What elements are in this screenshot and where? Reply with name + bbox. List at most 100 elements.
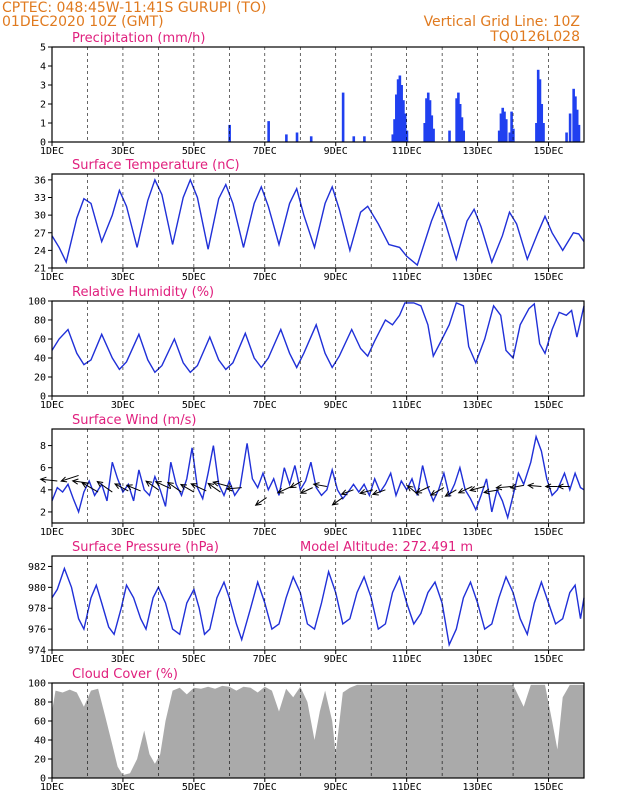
pressure-xtick-label: 13DEC — [463, 654, 493, 665]
rh-xtick-label: 7DEC — [253, 400, 277, 411]
wind-arrow-head — [207, 482, 215, 489]
precip-bar-4 — [309, 136, 313, 142]
precip-bar-7 — [363, 136, 366, 142]
precip-bar-39 — [538, 79, 542, 142]
wind-xtick-label: 13DEC — [463, 527, 493, 538]
wind-xtick-label: 1DEC — [40, 527, 64, 538]
wind-arrow-7 — [145, 480, 159, 491]
precip-xtick-label: 3DEC — [111, 146, 135, 157]
rh-ytick-label: 40 — [34, 354, 46, 365]
wind-xtick-label: 7DEC — [253, 527, 277, 538]
wind-arrow-head — [331, 499, 339, 506]
wind-arrow-head — [225, 485, 233, 492]
wind-arrow-head — [190, 483, 198, 489]
cloud-xtick-label: 11DEC — [392, 782, 422, 793]
cloud-xtick-label: 7DEC — [253, 782, 277, 793]
precip-bar-40 — [540, 104, 544, 142]
temp-xtick-label: 13DEC — [463, 272, 493, 283]
wind-arrow-head — [113, 483, 122, 489]
wind-arrow-head — [39, 476, 47, 483]
cloud-ytick-label: 0 — [40, 774, 46, 785]
temp-ytick-label: 21 — [34, 264, 46, 275]
wind-ytick-label: 8 — [40, 441, 46, 452]
precip-bar-33 — [504, 119, 508, 142]
header-grid-line-info: Vertical Grid Line: 10Z — [424, 14, 580, 30]
cloud-ytick-label: 20 — [34, 755, 46, 766]
temp-xtick-label: 5DEC — [182, 272, 206, 283]
wind-arrow-shaft — [207, 483, 221, 493]
wind-arrow-shaft — [470, 486, 485, 491]
precip-bar-5 — [341, 92, 345, 142]
wind-arrow-3 — [81, 482, 99, 493]
cloud-ytick-label: 80 — [34, 698, 46, 709]
wind-arrow-5 — [113, 483, 129, 492]
wind-xtick-label: 15DEC — [533, 527, 563, 538]
wind-arrow-22 — [358, 489, 374, 495]
wind-arrow-31 — [495, 484, 512, 491]
wind-arrow-shaft — [61, 474, 79, 482]
wind-arrow-shaft — [300, 487, 313, 494]
wind-arrow-shaft — [40, 478, 58, 482]
wind-arrow-shaft — [145, 480, 159, 491]
wind-arrow-shaft — [458, 486, 473, 494]
pressure-ytick-label: 982 — [28, 562, 46, 573]
precip-bar-30 — [499, 113, 503, 142]
wind-arrow-head — [125, 484, 133, 491]
wind-arrow-shaft — [313, 483, 327, 487]
wind-arrow-6 — [125, 484, 141, 492]
precip-bar-32 — [503, 111, 506, 142]
wind-arrow-23 — [371, 489, 386, 496]
pressure-annotation: Model Altitude: 272.491 m — [300, 540, 473, 555]
precip-bar-47 — [577, 124, 581, 142]
cloud-ytick-label: 60 — [34, 717, 46, 728]
temp-xtick-label: 1DEC — [40, 272, 64, 283]
wind-arrow-12 — [207, 482, 221, 493]
pressure-ytick-label: 978 — [28, 604, 46, 615]
wind-arrow-head — [482, 488, 491, 495]
wind-arrow-33 — [527, 482, 542, 489]
rh-frame — [51, 300, 585, 397]
wind-series-line — [51, 434, 585, 521]
precip-bar-17 — [423, 123, 426, 142]
cloud-title: Cloud Cover (%) — [72, 667, 178, 682]
pressure-series-line — [51, 566, 585, 648]
wind-arrow-shaft — [484, 489, 499, 493]
pressure-xtick-label: 1DEC — [40, 654, 64, 665]
wind-xtick-label: 9DEC — [324, 527, 348, 538]
header-location: CPTEC: 048:45W-11:41S GURUPI (TO) — [2, 0, 266, 16]
pressure-xtick-label: 9DEC — [324, 654, 348, 665]
wind-arrow-30 — [482, 488, 499, 495]
precip-bar-11 — [396, 79, 400, 142]
precip-xtick-label: 1DEC — [40, 146, 64, 157]
wind-arrow-head — [469, 486, 477, 492]
wind-arrow-27 — [444, 489, 457, 497]
precip-bar-45 — [574, 96, 577, 142]
precip-ytick-label: 2 — [40, 100, 46, 111]
temp-frame — [51, 173, 585, 269]
precip-bar-22 — [432, 128, 435, 142]
wind-ytick-label: 6 — [40, 463, 46, 474]
wind-arrow-head — [254, 499, 262, 506]
wind-arrow-shaft — [510, 484, 524, 489]
pressure-frame — [51, 555, 585, 651]
wind-arrow-head — [276, 487, 284, 494]
pressure-panel: Surface Pressure (hPa) Model Altitude: 27… — [28, 540, 585, 665]
precip-bar-29 — [497, 130, 501, 142]
precip-bar-23 — [448, 130, 451, 142]
wind-arrow-shaft — [341, 489, 354, 495]
temp-xtick-label: 11DEC — [392, 272, 422, 283]
cloud-xtick-label: 3DEC — [111, 782, 135, 793]
wind-arrow-head — [509, 483, 517, 490]
wind-arrow-head — [415, 487, 423, 494]
wind-arrow-shaft — [126, 484, 141, 492]
wind-arrow-head — [340, 489, 348, 496]
precip-bar-26 — [458, 104, 462, 142]
precip-bar-25 — [457, 92, 460, 142]
precip-bar-8 — [391, 134, 395, 142]
temp-ytick-label: 36 — [34, 175, 46, 186]
wind-arrow-17 — [289, 480, 303, 489]
wind-arrow-head — [71, 478, 79, 485]
wind-arrow-24 — [406, 484, 420, 496]
precip-ytick-label: 0 — [40, 138, 46, 149]
precip-bar-42 — [565, 132, 568, 142]
